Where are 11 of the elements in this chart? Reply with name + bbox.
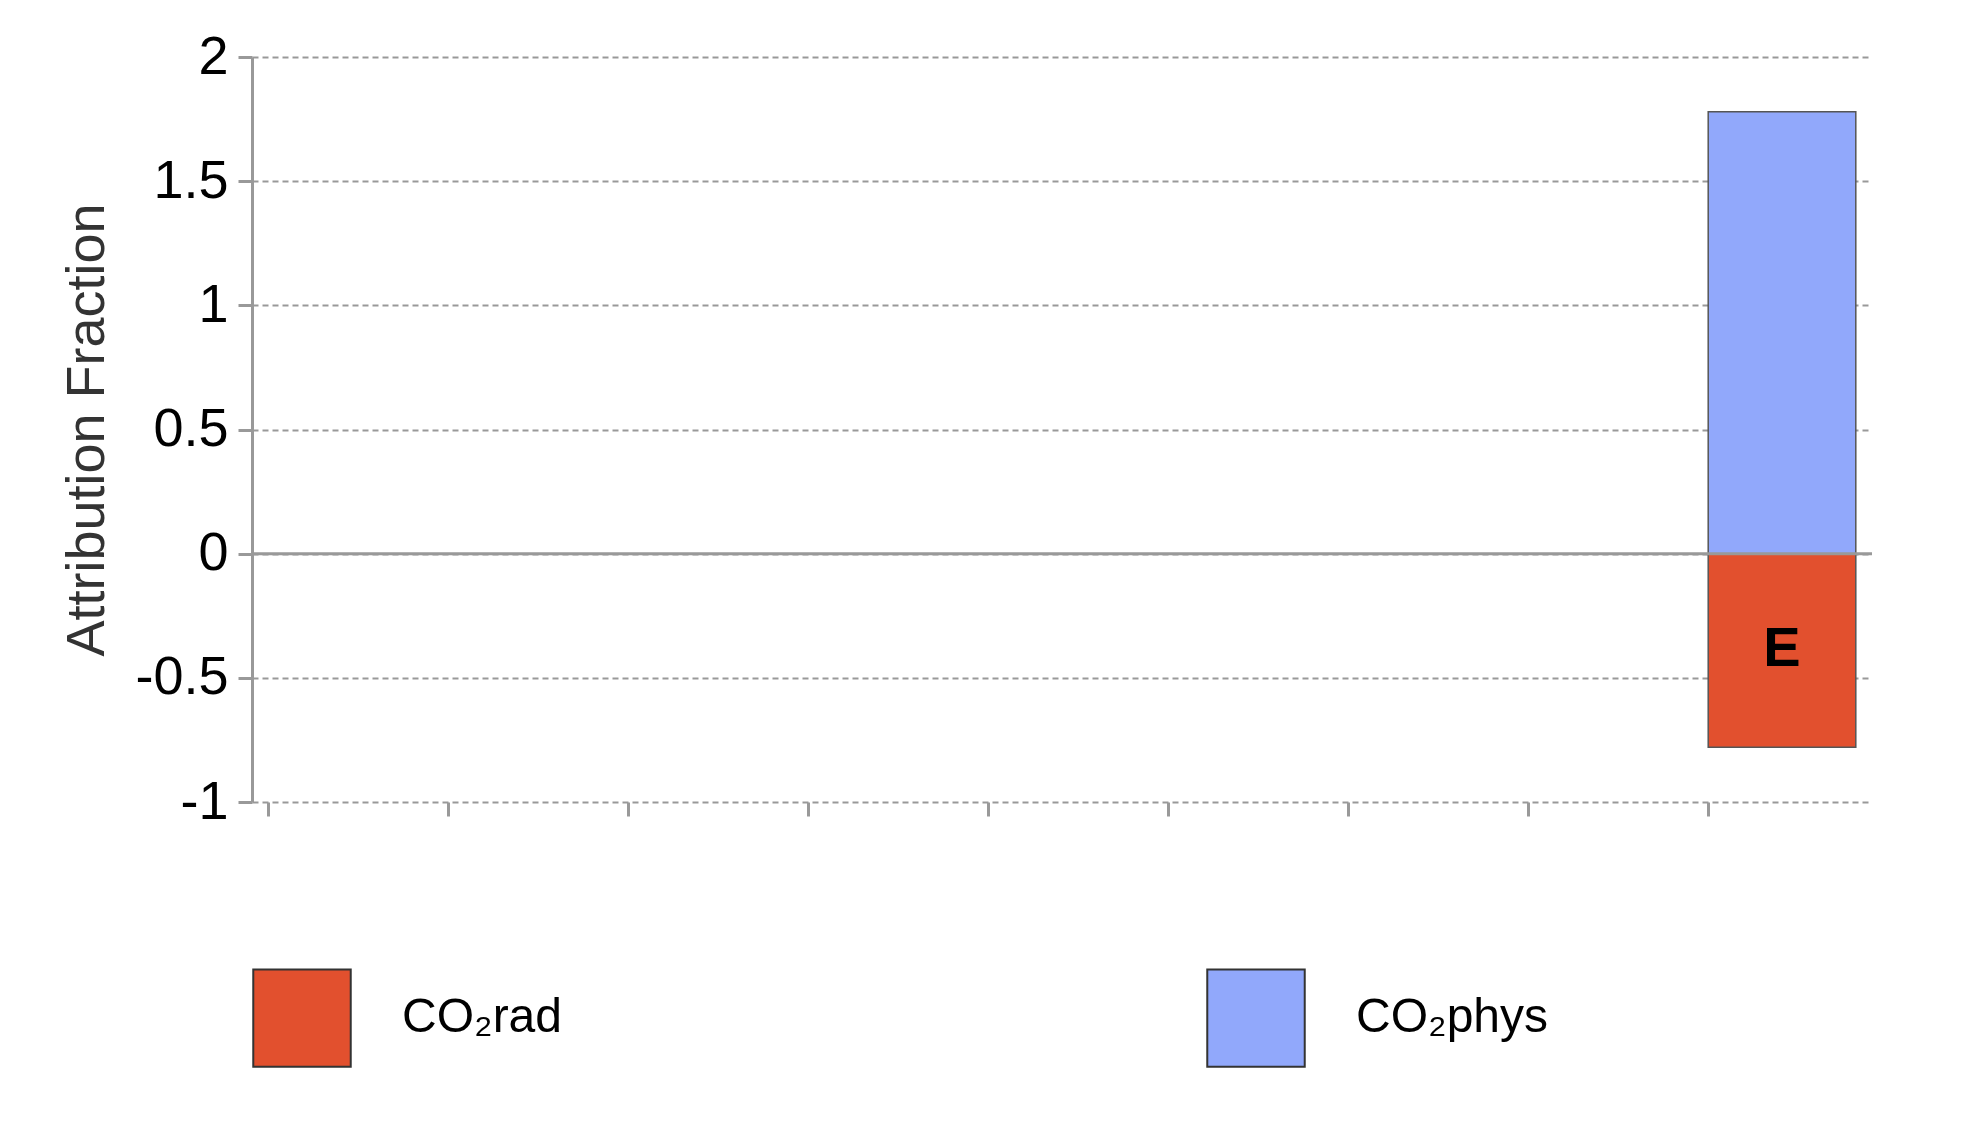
legend-label: CO₂phys	[1356, 989, 1549, 1043]
y-axis-title: Attribution Fraction	[55, 203, 116, 657]
y-tick-label: -1	[180, 769, 229, 830]
y-tick-label: 1.5	[153, 148, 229, 209]
y-tick-label: 2	[198, 24, 229, 85]
y-tick-label: 1	[198, 272, 229, 333]
y-tick-label: 0.5	[153, 397, 229, 457]
annotation: E	[1763, 615, 1801, 679]
y-tick-label: -0.5	[135, 645, 229, 706]
legend-label: CO₂rad	[402, 989, 563, 1043]
y-tick-label: 0	[198, 521, 229, 582]
